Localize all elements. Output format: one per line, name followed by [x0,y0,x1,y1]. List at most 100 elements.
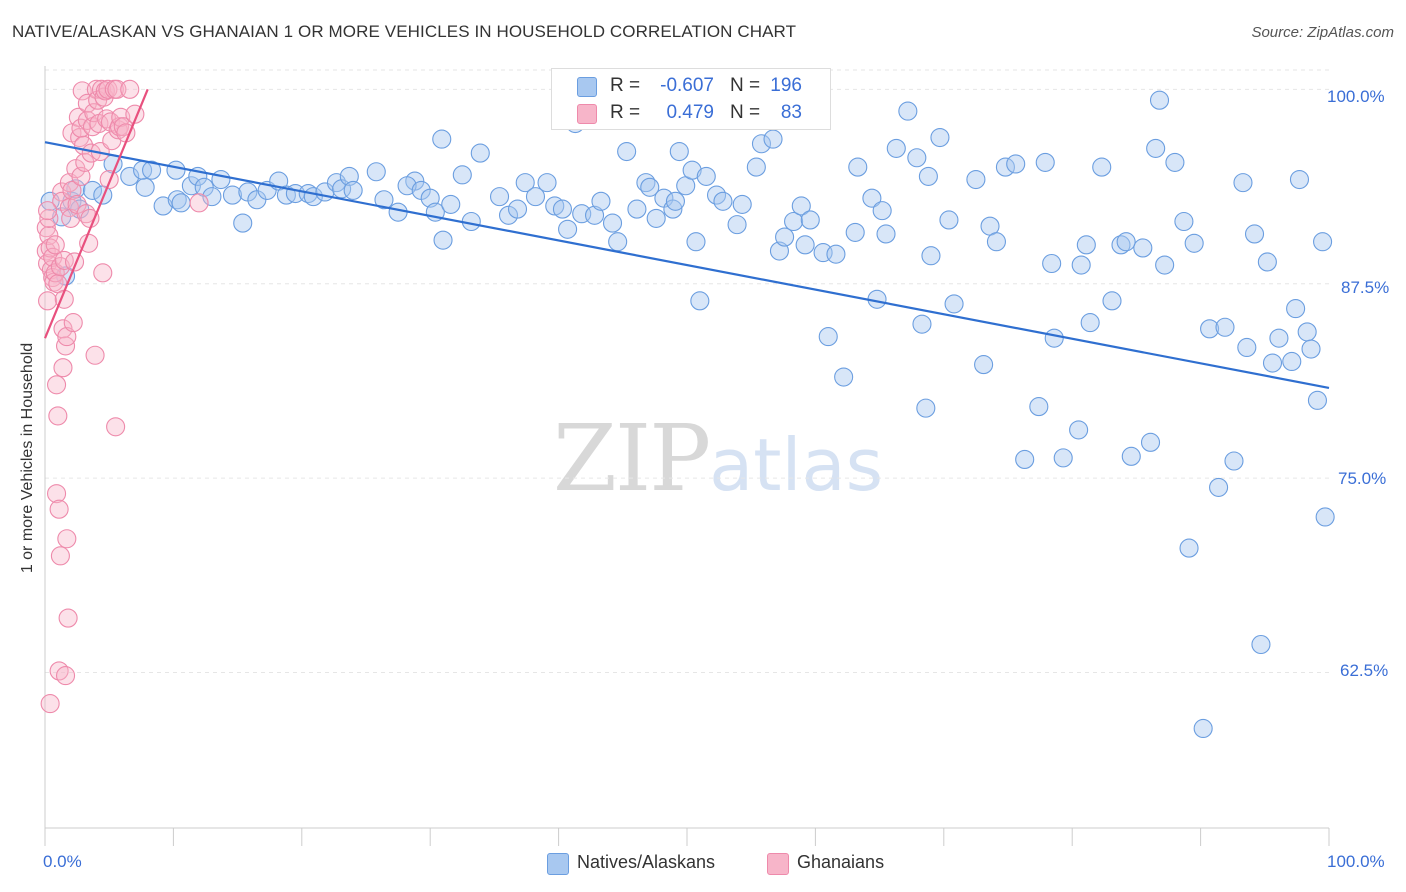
data-point-natives [640,177,660,197]
data-point-natives [1209,477,1229,497]
data-point-natives [876,224,896,244]
data-point-ghanaians [120,79,140,99]
data-point-natives [366,162,386,182]
data-point-natives [1174,211,1194,232]
data-point-natives [1184,233,1204,253]
data-point-natives [1237,337,1257,358]
data-point-natives [432,129,452,149]
data-point-natives [489,187,510,207]
data-point-natives [916,398,936,418]
data-point-ghanaians [53,358,73,378]
data-point-ghanaians [38,201,58,221]
data-point-natives [343,180,363,200]
legend-swatch-ghanaians [767,853,789,875]
data-point-natives [930,127,950,148]
data-point-natives [845,222,865,242]
data-point-ghanaians [38,291,58,311]
data-point-natives [441,194,461,214]
data-point-natives [763,129,783,149]
data-point-natives [686,232,706,252]
data-point-natives [1149,90,1170,110]
data-point-natives [995,157,1015,177]
data-point-natives [1301,339,1321,359]
data-point-natives [898,101,918,121]
data-point-natives [646,208,666,228]
data-point-natives [1155,255,1175,275]
data-point-natives [1251,634,1271,655]
data-point-natives [585,205,605,225]
data-point-ghanaians [100,112,121,132]
data-point-natives [974,355,994,375]
data-point-ghanaians [54,250,74,270]
data-point-natives [166,160,186,180]
data-point-natives [171,193,191,213]
data-point-natives [1286,299,1306,319]
data-point-natives [751,134,772,154]
watermark-zip: ZIP [553,405,711,512]
data-point-ghanaians [106,417,126,437]
data-point-ghanaians [61,208,81,228]
data-point-natives [515,173,535,193]
data-point-natives [848,157,868,177]
data-point-natives [1015,449,1035,469]
data-point-natives [1076,235,1096,255]
y-tick-label: 87.5% [1341,278,1390,297]
data-point-natives [939,210,959,230]
data-point-ghanaians [47,375,67,395]
data-point-natives [452,165,472,185]
data-point-natives [818,327,838,347]
data-point-natives [1006,154,1026,174]
data-point-natives [690,291,710,311]
data-point-natives [507,199,528,219]
legend-label-natives: Natives/Alaskans [577,852,716,872]
data-point-ghanaians [50,546,70,566]
data-point-natives [1244,224,1265,244]
data-point-natives [1080,313,1100,333]
x-tick-label-max: 100.0% [1327,852,1385,871]
data-point-natives [986,232,1006,252]
data-point-natives [558,219,578,239]
data-point-natives [1044,328,1064,348]
x-tick-label-min: 0.0% [43,852,82,871]
data-point-natives [872,201,892,221]
data-point-natives [233,213,253,233]
data-point-natives [1146,138,1166,158]
y-tick-label: 75.0% [1338,469,1387,488]
legend-r-label: R = [610,75,641,96]
data-point-ghanaians [108,120,128,140]
data-point-natives [1233,173,1253,193]
data-point-ghanaians [47,484,67,504]
data-point-natives [1053,448,1073,468]
data-point-ghanaians [57,327,77,347]
data-point-natives [545,196,565,216]
data-point-natives [1224,451,1244,471]
legend-r-label: R = [610,102,641,123]
legend-r-value-ghanaians: 0.479 [666,102,714,123]
data-point-natives [826,244,846,264]
data-point-natives [1269,328,1289,348]
legend-swatch-natives [577,77,597,97]
data-point-natives [525,187,546,207]
data-point-natives [1215,317,1235,337]
data-point-natives [1282,351,1302,372]
data-point-natives [1165,152,1185,172]
chart-title: NATIVE/ALASKAN VS GHANAIAN 1 OR MORE VEH… [12,22,797,41]
data-point-natives [388,202,408,222]
data-point-natives [537,173,557,193]
data-point-natives [784,211,804,232]
data-point-ghanaians [77,93,97,113]
data-point-natives [397,176,417,196]
data-point-natives [795,235,815,255]
data-point-ghanaians [58,608,78,628]
data-point-natives [1111,235,1131,255]
legend-swatch-ghanaians [577,104,597,124]
data-point-natives [591,191,611,211]
data-point-natives [1307,390,1327,410]
data-point-natives [791,196,811,216]
data-point-ghanaians [93,263,113,283]
data-point-ghanaians [48,406,68,426]
data-point-ghanaians [39,208,59,228]
data-point-natives [142,160,162,180]
data-point-ghanaians [55,666,76,686]
